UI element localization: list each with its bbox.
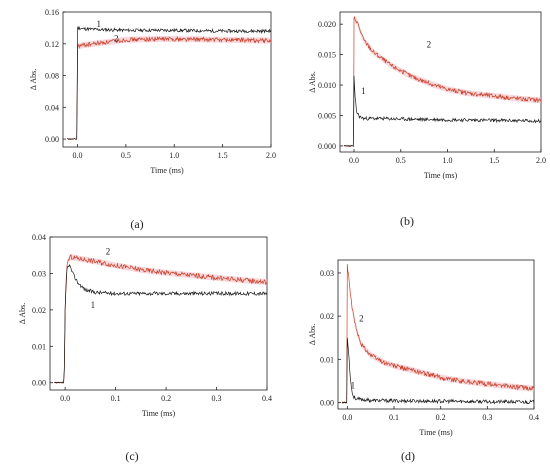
x-tick-label: 0.4 (529, 413, 539, 422)
y-tick-label: 0.00 (45, 135, 59, 144)
x-tick-label: 0.1 (389, 413, 399, 422)
y-tick-label: 0.01 (32, 342, 46, 351)
series-1-line (343, 75, 541, 148)
series-2-line (54, 254, 267, 384)
y-tick-label: 0.16 (45, 8, 59, 17)
series-2-line (343, 15, 541, 148)
panel-label: (c) (125, 449, 138, 463)
y-tick-label: 0.08 (45, 72, 59, 81)
x-tick-label: 2.0 (266, 151, 276, 160)
x-axis-label: Time (ms) (419, 428, 453, 437)
x-tick-label: 1.0 (443, 156, 453, 165)
chart-panel-d: 0.0 0.1 0.2 0.3 0.4 0.00 0.01 0.02 0.03 Time (ms)… (308, 259, 539, 463)
y-tick-label: 0.015 (318, 51, 336, 60)
panel-label: (d) (401, 449, 415, 463)
x-tick-label: 0.0 (60, 394, 70, 403)
x-tick-label: 0.5 (121, 151, 131, 160)
plot-frame (339, 11, 542, 153)
series-2-label: 2 (427, 39, 432, 49)
x-tick-label: 0.2 (161, 394, 171, 403)
x-tick-label: 0.0 (73, 151, 83, 160)
y-tick-label: 0.02 (32, 306, 46, 315)
chart-panel-b: 0.0 0.5 1.0 1.5 2.0 0.000 0.005 0.010 0.015 0.020… (308, 11, 546, 228)
y-tick-label: 0.005 (318, 111, 336, 120)
series-2-label: 2 (359, 313, 364, 323)
x-tick-label: 0.3 (482, 413, 492, 422)
y-axis-label: Δ Abs. (308, 71, 317, 93)
x-tick-label: 1.5 (489, 156, 499, 165)
x-tick-label: 0.2 (436, 413, 446, 422)
y-axis-label: Δ Abs. (29, 69, 38, 91)
y-tick-label: 0.01 (320, 355, 334, 364)
y-tick-label: 0.12 (45, 40, 59, 49)
panel-label: (a) (130, 217, 143, 231)
series-1-label: 1 (361, 86, 366, 96)
series-1-label: 1 (97, 19, 102, 29)
series-1-label: 1 (91, 300, 96, 310)
chart-panel-c: 0.0 0.1 0.2 0.3 0.4 0.00 0.01 0.02 0.03 0.04 Time … (18, 233, 272, 463)
series-1-label: 1 (351, 381, 356, 391)
series-2-label: 2 (114, 33, 119, 43)
y-axis-label: Δ Abs. (18, 303, 27, 325)
y-tick-label: 0.02 (320, 312, 334, 321)
y-tick-label: 0.03 (32, 269, 46, 278)
y-tick-label: 0.00 (32, 379, 46, 388)
series-1-line (341, 337, 534, 405)
x-tick-label: 0.5 (396, 156, 406, 165)
plot-frame (337, 259, 535, 410)
y-tick-label: 0.000 (318, 142, 336, 151)
x-tick-label: 0.1 (111, 394, 121, 403)
x-tick-label: 0.0 (349, 156, 359, 165)
y-axis-label: Δ Abs. (308, 324, 317, 346)
x-axis-label: Time (ms) (424, 171, 458, 180)
plot-frame (62, 11, 272, 148)
series-1-line (54, 264, 267, 384)
chart-panel-a: 0.0 0.5 1.0 1.5 2.0 0.00 0.04 0.08 0.12 0.16 Time … (29, 8, 276, 231)
plot-frame (49, 236, 268, 391)
x-tick-label: 1.0 (169, 151, 179, 160)
x-tick-label: 1.5 (218, 151, 228, 160)
series-2-line (67, 36, 271, 140)
y-tick-label: 0.04 (32, 233, 46, 242)
y-tick-label: 0.03 (320, 269, 334, 278)
series-1-line (67, 25, 271, 140)
y-tick-label: 0.020 (318, 20, 336, 29)
series-2-line (341, 264, 534, 404)
x-axis-label: Time (ms) (142, 409, 176, 418)
y-tick-label: 0.010 (318, 81, 336, 90)
panel-label: (b) (400, 214, 414, 228)
y-tick-label: 0.00 (320, 399, 334, 408)
x-tick-label: 0.0 (342, 413, 352, 422)
series-2-band (349, 283, 534, 392)
x-tick-label: 0.4 (262, 394, 272, 403)
y-tick-label: 0.04 (45, 103, 59, 112)
x-axis-label: Time (ms) (150, 166, 184, 175)
x-tick-label: 0.3 (212, 394, 222, 403)
x-tick-label: 2.0 (536, 156, 546, 165)
series-2-label: 2 (106, 246, 111, 256)
